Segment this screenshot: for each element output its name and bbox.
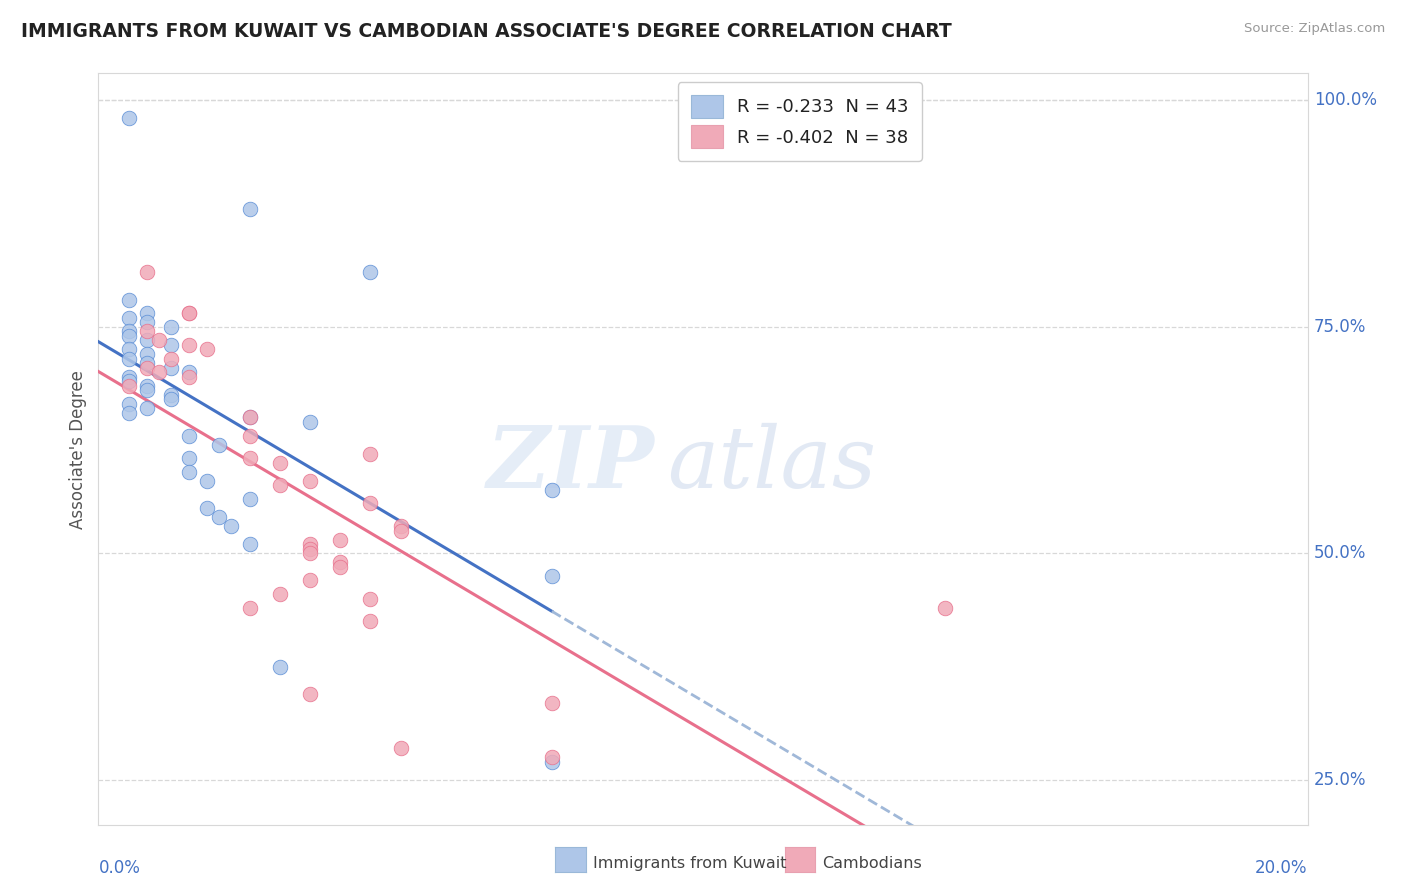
Point — [360, 591, 382, 606]
Point — [135, 306, 157, 320]
Text: atlas: atlas — [666, 423, 876, 506]
Point — [299, 415, 322, 429]
Point — [179, 451, 201, 466]
Point — [179, 338, 201, 352]
Point — [135, 334, 157, 348]
Point — [269, 456, 291, 470]
Point — [160, 338, 183, 352]
Legend: R = -0.233  N = 43, R = -0.402  N = 38: R = -0.233 N = 43, R = -0.402 N = 38 — [678, 82, 921, 161]
Point — [118, 406, 141, 420]
Point — [179, 428, 201, 442]
Point — [239, 202, 262, 216]
Point — [135, 315, 157, 329]
Point — [239, 600, 262, 615]
Text: Immigrants from Kuwait: Immigrants from Kuwait — [593, 856, 787, 871]
Point — [299, 474, 322, 488]
Point — [389, 519, 412, 533]
Point — [118, 293, 141, 307]
Point — [135, 378, 157, 392]
Point — [135, 347, 157, 361]
Point — [299, 546, 322, 560]
Point — [118, 351, 141, 366]
Point — [195, 474, 218, 488]
Point — [118, 369, 141, 384]
Point — [269, 659, 291, 673]
Text: 20.0%: 20.0% — [1256, 859, 1308, 877]
Point — [160, 360, 183, 375]
Point — [269, 478, 291, 492]
Point — [118, 329, 141, 343]
Text: 75.0%: 75.0% — [1313, 318, 1367, 335]
Point — [118, 310, 141, 325]
Text: 100.0%: 100.0% — [1313, 91, 1376, 110]
Point — [208, 437, 231, 451]
Point — [299, 687, 322, 701]
Point — [299, 574, 322, 588]
Point — [148, 334, 170, 348]
Point — [360, 496, 382, 510]
Point — [135, 265, 157, 279]
Point — [179, 306, 201, 320]
Point — [389, 524, 412, 538]
Point — [179, 365, 201, 379]
Point — [329, 560, 352, 574]
Point — [360, 447, 382, 461]
Point — [118, 324, 141, 338]
Point — [135, 401, 157, 416]
Point — [195, 343, 218, 357]
Point — [179, 465, 201, 479]
Point — [389, 741, 412, 756]
Point — [135, 356, 157, 370]
Point — [934, 600, 956, 615]
Point — [118, 374, 141, 388]
Point — [239, 428, 262, 442]
Text: ZIP: ZIP — [486, 423, 655, 506]
Text: 0.0%: 0.0% — [98, 859, 141, 877]
Point — [135, 324, 157, 338]
Text: Source: ZipAtlas.com: Source: ZipAtlas.com — [1244, 22, 1385, 36]
Text: Cambodians: Cambodians — [823, 856, 922, 871]
Point — [269, 587, 291, 601]
Point — [148, 365, 170, 379]
Point — [239, 491, 262, 506]
Point — [540, 696, 562, 710]
Point — [160, 392, 183, 407]
Point — [195, 501, 218, 516]
Point — [118, 397, 141, 411]
Point — [179, 306, 201, 320]
Point — [221, 519, 243, 533]
Point — [118, 378, 141, 392]
Point — [540, 750, 562, 764]
Point — [540, 569, 562, 583]
Point — [160, 388, 183, 402]
Point — [329, 555, 352, 569]
Point — [160, 319, 183, 334]
Point — [208, 510, 231, 524]
Point — [239, 537, 262, 551]
Text: 25.0%: 25.0% — [1313, 771, 1367, 789]
Point — [179, 369, 201, 384]
Point — [540, 483, 562, 497]
Point — [360, 265, 382, 279]
Point — [135, 383, 157, 397]
Point — [329, 533, 352, 547]
Point — [239, 410, 262, 425]
Point — [360, 614, 382, 628]
Point — [299, 537, 322, 551]
Point — [118, 112, 141, 126]
Point — [239, 410, 262, 425]
Point — [239, 451, 262, 466]
Y-axis label: Associate's Degree: Associate's Degree — [69, 369, 87, 529]
Point — [135, 360, 157, 375]
Point — [299, 541, 322, 556]
Text: IMMIGRANTS FROM KUWAIT VS CAMBODIAN ASSOCIATE'S DEGREE CORRELATION CHART: IMMIGRANTS FROM KUWAIT VS CAMBODIAN ASSO… — [21, 22, 952, 41]
Text: 50.0%: 50.0% — [1313, 544, 1367, 562]
Point — [160, 351, 183, 366]
Point — [118, 343, 141, 357]
Point — [540, 755, 562, 769]
